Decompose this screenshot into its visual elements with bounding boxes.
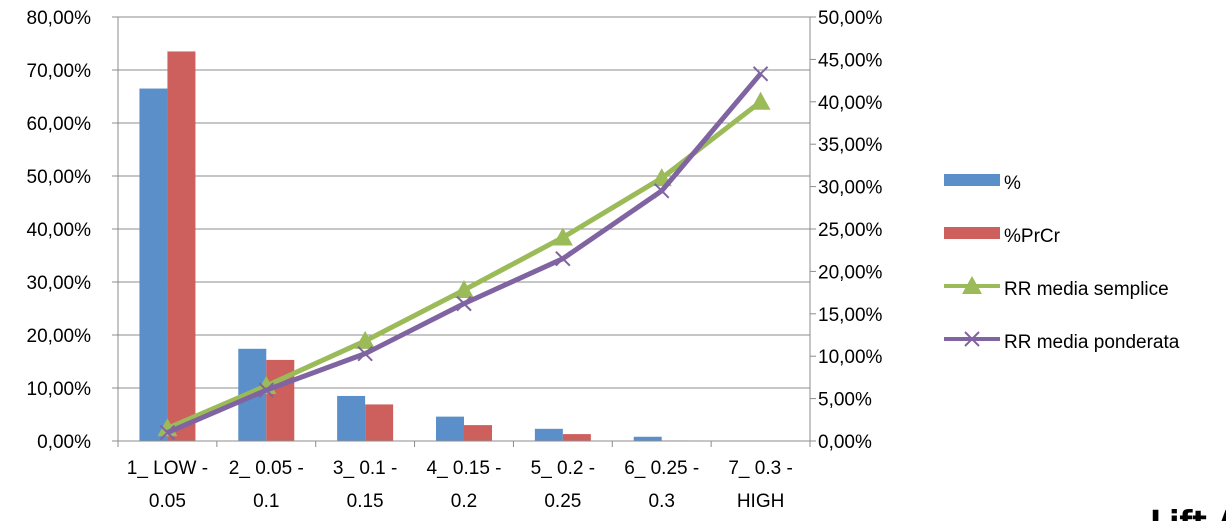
- x-tick-label: 2_ 0.05 -: [229, 458, 304, 479]
- bar-pct: [337, 395, 366, 441]
- left-axis-tick-labels: 0,00% 10,00% 20,00% 30,00% 40,00% 50,00% 60,00…: [27, 8, 92, 453]
- line-series: [157, 66, 771, 441]
- right-tick-label: 30,00%: [818, 178, 883, 199]
- left-tick-label: 30,00%: [27, 273, 92, 294]
- left-tick-label: 10,00%: [27, 379, 92, 400]
- x-axis-tick-labels: 1_ LOW - 0.05 2_ 0.05 - 0.1 3_ 0.1 - 0.15 4_ 0…: [127, 458, 793, 512]
- x-tick-label: 0.05: [149, 491, 186, 512]
- left-tick-label: 50,00%: [27, 167, 92, 188]
- legend-label: RR media ponderata: [1004, 332, 1180, 353]
- x-tick-label: 6_ 0.25 -: [624, 458, 699, 479]
- legend-label: %PrCr: [1004, 226, 1061, 247]
- right-tick-label: 5,00%: [818, 390, 872, 411]
- legend-label: RR media semplice: [1004, 279, 1169, 300]
- x-tick-label: 0.2: [451, 491, 477, 512]
- left-tick-label: 20,00%: [27, 326, 92, 347]
- marker-triangle: [355, 330, 376, 349]
- marker-triangle: [454, 280, 474, 299]
- bar-prcr: [167, 51, 196, 441]
- x-tick-label: 1_ LOW -: [127, 458, 208, 479]
- x-tick-label: 7_ 0.3 -: [728, 458, 792, 479]
- bar-prcr: [365, 404, 394, 441]
- axes: [117, 17, 811, 447]
- right-tick-label: 50,00%: [818, 8, 883, 29]
- right-tick-label: 15,00%: [818, 305, 883, 326]
- bar-pct: [436, 416, 464, 441]
- legend-swatch: [944, 174, 1000, 186]
- x-tick-label: 0.15: [347, 491, 384, 512]
- legend-swatch: [944, 227, 1000, 239]
- bar-pct: [139, 88, 168, 442]
- marker-triangle: [552, 227, 573, 246]
- marker-x: [456, 295, 472, 312]
- x-tick-label: 3_ 0.1 -: [333, 458, 397, 479]
- marker-x: [258, 382, 274, 398]
- marker-x: [654, 183, 670, 199]
- bar-series: [139, 51, 761, 442]
- x-tick-label: HIGH: [737, 491, 785, 512]
- marker-x: [357, 345, 373, 362]
- left-tick-label: 60,00%: [27, 114, 92, 135]
- marker-x: [159, 424, 176, 441]
- right-tick-label: 25,00%: [818, 220, 883, 241]
- legend-marker-triangle: [962, 276, 982, 294]
- right-tick-label: 20,00%: [818, 262, 883, 283]
- bar-prcr: [464, 425, 492, 441]
- x-tick-label: 5_ 0.2 -: [531, 458, 595, 479]
- x-tick-label: 0.3: [649, 491, 675, 512]
- bar-prcr: [562, 434, 591, 441]
- x-tick-label: 0.1: [253, 491, 279, 512]
- legend: % %PrCr RR media semplice RR media ponderat…: [944, 173, 1180, 353]
- legend-label: %: [1004, 173, 1021, 194]
- corner-title-fragment: Lift A: [1150, 505, 1226, 521]
- marker-x: [752, 66, 769, 82]
- right-tick-label: 0,00%: [818, 432, 872, 453]
- right-tick-label: 10,00%: [818, 347, 883, 368]
- right-tick-label: 45,00%: [818, 50, 883, 71]
- left-tick-label: 80,00%: [27, 8, 92, 29]
- left-tick-label: 70,00%: [27, 61, 92, 82]
- bar-pct: [633, 436, 662, 441]
- left-tick-label: 40,00%: [27, 220, 92, 241]
- marker-x: [555, 250, 571, 267]
- bar-pct: [534, 428, 563, 441]
- marker-triangle: [750, 91, 771, 110]
- left-tick-label: 0,00%: [37, 432, 91, 453]
- bar-prcr: [266, 359, 295, 441]
- right-tick-label: 35,00%: [818, 135, 883, 156]
- x-tick-label: 4_ 0.15 -: [427, 458, 502, 479]
- right-tick-label: 40,00%: [818, 93, 883, 114]
- gridlines: [112, 16, 816, 442]
- x-tick-label: 0.25: [544, 491, 581, 512]
- right-axis-tick-labels: 0,00% 5,00% 10,00% 15,00% 20,00% 25,00% 30,00%…: [818, 8, 883, 453]
- legend-marker-x: [964, 331, 980, 347]
